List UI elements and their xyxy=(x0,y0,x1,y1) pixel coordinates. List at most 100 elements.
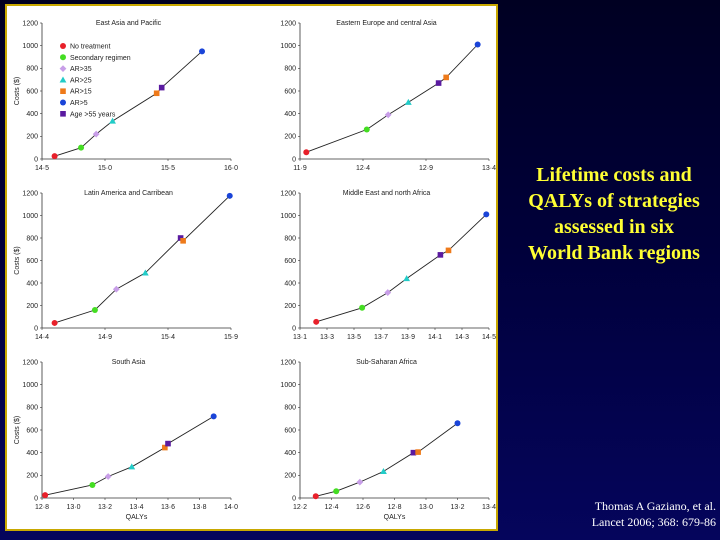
panel-2: Eastern Europe and central Asia 0 200 400 60… xyxy=(280,20,496,172)
data-point xyxy=(415,449,421,455)
data-point xyxy=(91,307,98,313)
citation-author: Thomas A Gaziano, et al. xyxy=(594,499,716,513)
legend-label: Secondary regimen xyxy=(70,55,131,62)
y-tick-label: 0 xyxy=(34,495,38,502)
legend-label: Age >55 years xyxy=(70,111,116,118)
y-tick-label: 400 xyxy=(284,450,296,457)
data-point xyxy=(51,153,58,160)
y-tick-label: 1000 xyxy=(280,213,296,220)
y-tick-label: 0 xyxy=(292,495,296,502)
x-tick-label: 13·6 xyxy=(161,504,175,511)
data-point xyxy=(454,420,461,427)
x-tick-label: 15·5 xyxy=(161,165,175,172)
data-point xyxy=(435,80,442,86)
y-tick-label: 800 xyxy=(26,235,38,242)
x-tick-label: 13·5 xyxy=(347,334,361,341)
x-tick-label: 13·2 xyxy=(450,504,464,511)
data-point xyxy=(474,41,481,48)
chart-figure: East Asia and Pacific 0 200 400 600 800 1000 12… xyxy=(5,4,498,531)
data-point xyxy=(359,304,366,311)
y-tick-label: 600 xyxy=(26,427,38,434)
y-tick-label: 800 xyxy=(26,405,38,412)
y-tick-label: 800 xyxy=(284,235,296,242)
panel-5: South Asia 0 200 400 600 800 1000 1200 12·8 13·0 1… xyxy=(14,359,238,521)
data-point xyxy=(403,275,411,282)
x-tick-label: 13·4 xyxy=(482,504,496,511)
citation: Thomas A Gaziano, et al. Lancet 2006; 36… xyxy=(530,498,716,530)
y-tick-label: 1000 xyxy=(22,213,38,220)
y-tick-label: 400 xyxy=(284,280,296,287)
legend-label: AR>15 xyxy=(70,89,92,96)
x-tick-label: 13·0 xyxy=(419,504,433,511)
data-point xyxy=(312,493,319,500)
x-tick-label: 15·9 xyxy=(224,334,238,341)
y-tick-label: 0 xyxy=(292,156,296,163)
data-point xyxy=(384,289,392,296)
data-point xyxy=(128,463,136,470)
legend-label: AR>25 xyxy=(70,77,92,84)
y-tick-label: 400 xyxy=(26,280,38,287)
x-axis-label: QALYs xyxy=(126,514,148,521)
y-tick-label: 1200 xyxy=(280,190,296,197)
legend-label: No treatment xyxy=(70,44,111,51)
x-tick-label: 14·4 xyxy=(35,334,49,341)
data-point xyxy=(112,285,120,293)
y-tick-label: 400 xyxy=(284,111,296,118)
y-tick-label: 600 xyxy=(26,88,38,95)
data-point xyxy=(226,192,233,199)
data-point xyxy=(333,488,340,495)
data-point xyxy=(363,126,370,133)
data-point xyxy=(78,144,85,151)
citation-source: Lancet 2006; 368: 679-86 xyxy=(591,515,716,529)
data-point xyxy=(104,473,112,480)
panel-6: Sub-Saharan Africa 0 200 400 600 800 1000 1200 1… xyxy=(280,359,496,521)
x-tick-label: 12·6 xyxy=(356,504,370,511)
data-point xyxy=(51,319,58,326)
series-line xyxy=(306,44,479,153)
legend-marker xyxy=(60,54,66,61)
chart-grid-svg: East Asia and Pacific 0 200 400 600 800 1000 12… xyxy=(14,20,496,521)
x-tick-label: 14·9 xyxy=(98,334,112,341)
x-tick-label: 16·0 xyxy=(224,165,238,172)
series-line xyxy=(315,422,458,497)
data-point xyxy=(165,440,171,447)
data-point xyxy=(42,492,49,499)
y-tick-label: 400 xyxy=(26,111,38,118)
x-tick-label: 15·4 xyxy=(161,334,175,341)
data-point xyxy=(313,318,320,325)
legend: No treatment Secondary regimen AR>35 AR>25 A… xyxy=(59,43,131,118)
panel-title: Latin America and Carribean xyxy=(84,190,173,197)
y-tick-label: 400 xyxy=(26,450,38,457)
data-point xyxy=(380,467,387,474)
data-point xyxy=(177,235,184,241)
x-tick-label: 15·0 xyxy=(98,165,112,172)
legend-marker xyxy=(60,88,66,94)
y-axis-label: Costs ($) xyxy=(14,416,21,444)
y-tick-label: 600 xyxy=(284,427,296,434)
series-line xyxy=(54,195,231,324)
y-tick-label: 1200 xyxy=(22,359,38,366)
caption-line: assessed in six xyxy=(553,216,675,238)
y-tick-label: 0 xyxy=(34,156,38,163)
y-tick-label: 0 xyxy=(34,325,38,332)
y-tick-label: 200 xyxy=(284,303,296,310)
panel-title: Sub-Saharan Africa xyxy=(356,359,417,366)
legend-marker xyxy=(59,76,67,83)
x-tick-label: 13·0 xyxy=(66,504,80,511)
y-tick-label: 1200 xyxy=(280,20,296,27)
data-point xyxy=(443,74,449,81)
data-point xyxy=(437,252,444,258)
y-tick-label: 600 xyxy=(284,258,296,265)
panel-title: Middle East and north Africa xyxy=(343,190,431,197)
data-point xyxy=(153,90,160,97)
x-tick-label: 14·5 xyxy=(482,334,496,341)
data-point xyxy=(162,444,168,451)
series-line xyxy=(45,416,214,496)
data-point xyxy=(158,84,165,91)
series-line xyxy=(316,214,487,323)
x-tick-label: 12·8 xyxy=(35,504,49,511)
panel-title: Eastern Europe and central Asia xyxy=(336,20,437,27)
x-tick-label: 12·4 xyxy=(324,504,338,511)
legend-label: AR>5 xyxy=(70,100,88,107)
y-tick-label: 200 xyxy=(26,473,38,480)
